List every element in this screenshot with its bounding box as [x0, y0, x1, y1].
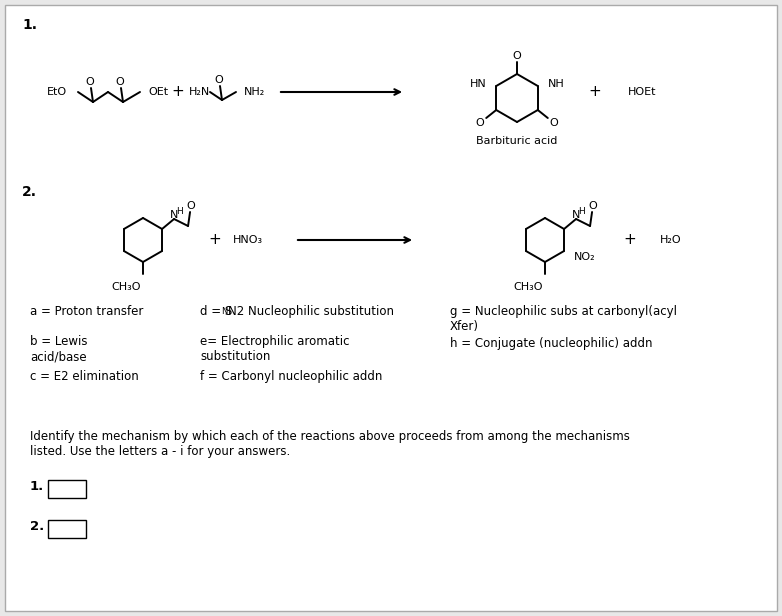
Text: HNO₃: HNO₃ — [233, 235, 263, 245]
Bar — [48, 480, 86, 498]
Text: O: O — [214, 75, 224, 85]
Text: O: O — [116, 77, 124, 87]
Text: O: O — [550, 118, 558, 128]
Text: H: H — [578, 206, 585, 216]
Text: d = S: d = S — [200, 305, 232, 318]
Text: NH: NH — [547, 79, 565, 89]
Text: O: O — [475, 118, 485, 128]
Text: Identify the mechanism by which each of the reactions above proceeds from among : Identify the mechanism by which each of … — [30, 430, 630, 443]
Text: c = E2 elimination: c = E2 elimination — [30, 370, 138, 383]
Text: NO₂: NO₂ — [574, 252, 596, 262]
Bar — [48, 520, 86, 538]
Text: O: O — [85, 77, 95, 87]
Text: O: O — [589, 201, 597, 211]
Text: N: N — [170, 210, 178, 220]
Text: CH₃O: CH₃O — [112, 282, 141, 292]
Text: HOEt: HOEt — [628, 87, 657, 97]
Text: N: N — [572, 210, 580, 220]
Text: a = Proton transfer: a = Proton transfer — [30, 305, 143, 318]
Text: +: + — [589, 84, 601, 100]
Text: listed. Use the letters a - i for your answers.: listed. Use the letters a - i for your a… — [30, 445, 290, 458]
Text: N: N — [221, 307, 228, 316]
Text: CH₃O: CH₃O — [514, 282, 543, 292]
Text: g = Nucleophilic subs at carbonyl(acyl: g = Nucleophilic subs at carbonyl(acyl — [450, 305, 677, 318]
Text: N2 Nucleophilic substitution: N2 Nucleophilic substitution — [228, 305, 394, 318]
Text: 1.: 1. — [22, 18, 37, 32]
Text: +: + — [623, 232, 637, 248]
Text: b = Lewis: b = Lewis — [30, 335, 88, 348]
Text: acid/base: acid/base — [30, 350, 87, 363]
Text: 1.: 1. — [30, 480, 45, 493]
Text: +: + — [171, 84, 185, 100]
Text: H: H — [176, 206, 183, 216]
Text: substitution: substitution — [200, 350, 271, 363]
Text: e= Electrophilic aromatic: e= Electrophilic aromatic — [200, 335, 350, 348]
Text: +: + — [209, 232, 221, 248]
Text: H₂N: H₂N — [188, 87, 210, 97]
Text: EtO: EtO — [47, 87, 67, 97]
Text: HN: HN — [469, 79, 486, 89]
Text: O: O — [513, 51, 522, 61]
Text: 2.: 2. — [30, 520, 45, 533]
Text: h = Conjugate (nucleophilic) addn: h = Conjugate (nucleophilic) addn — [450, 337, 652, 350]
Text: OEt: OEt — [148, 87, 168, 97]
Text: 2.: 2. — [22, 185, 37, 199]
Text: H₂O: H₂O — [660, 235, 682, 245]
Text: f = Carbonyl nucleophilic addn: f = Carbonyl nucleophilic addn — [200, 370, 382, 383]
Text: Xfer): Xfer) — [450, 320, 479, 333]
Text: O: O — [187, 201, 196, 211]
Text: Barbituric acid: Barbituric acid — [476, 136, 558, 146]
Text: NH₂: NH₂ — [244, 87, 265, 97]
